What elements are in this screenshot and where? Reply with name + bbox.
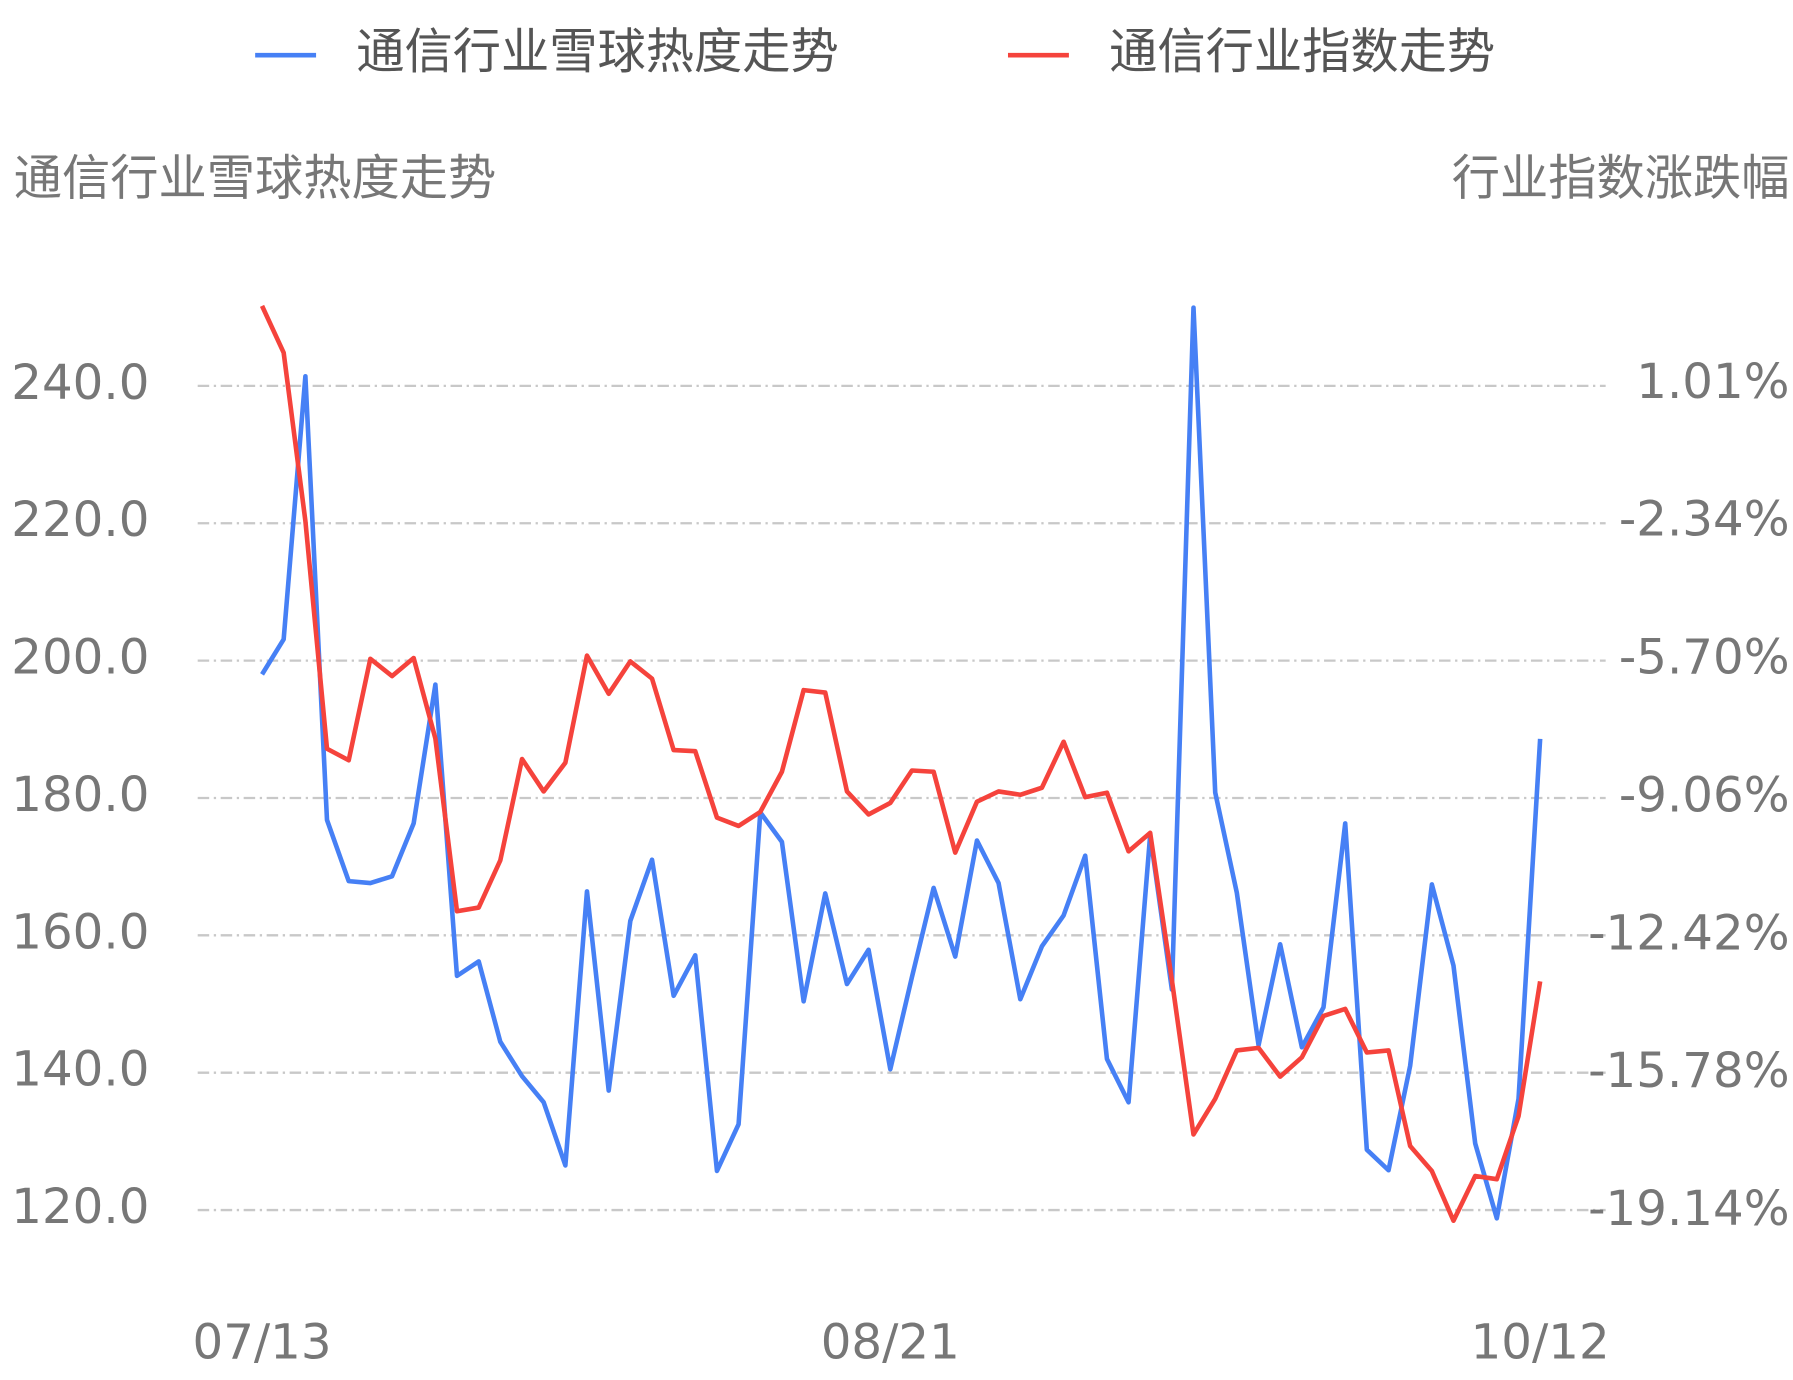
y-tick-label: 120.0 [11,1179,149,1235]
y2-tick-label: -5.70% [1619,630,1790,686]
y-tick-label: 240.0 [11,355,149,411]
y-tick-label: 180.0 [11,767,149,823]
y2-tick-label: -9.06% [1619,767,1790,823]
y2-axis-title: 行业指数涨跌幅 [1452,151,1790,207]
legend-label: 通信行业指数走势 [1109,24,1495,80]
y-tick-label: 160.0 [11,904,149,960]
series-line [259,304,1543,1224]
y2-tick-label: -15.78% [1588,1043,1789,1099]
x-tick-label: 10/12 [1471,1314,1610,1370]
y-tick-label: 220.0 [11,492,149,548]
y2-tick-label: -2.34% [1619,492,1790,548]
legend-label: 通信行业雪球热度走势 [356,24,839,80]
y-axis-title: 通信行业雪球热度走势 [14,151,497,207]
y2-tick-label: -12.42% [1588,905,1789,961]
y2-tick-label: -19.14% [1588,1181,1789,1237]
series-line [260,305,1543,1221]
y-tick-label: 140.0 [11,1042,149,1098]
y2-tick-label: 1.01% [1636,354,1789,410]
x-tick-label: 08/21 [821,1314,960,1370]
y-tick-label: 200.0 [11,630,149,686]
x-tick-label: 07/13 [193,1314,332,1370]
